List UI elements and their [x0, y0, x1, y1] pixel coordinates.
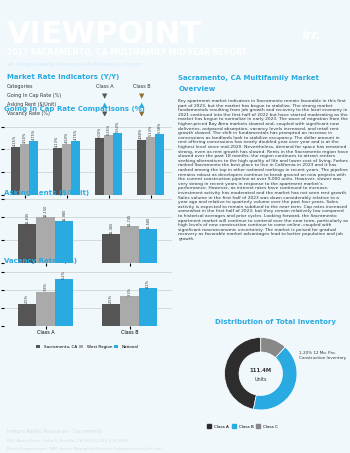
Legend: Class A, Class B, Class C: Class A, Class B, Class C: [205, 423, 280, 430]
Text: 2.5%: 2.5%: [25, 294, 29, 303]
Wedge shape: [224, 337, 261, 409]
Text: $1,835: $1,835: [25, 212, 29, 224]
Bar: [55, 279, 73, 326]
Text: ▲: ▲: [139, 102, 144, 108]
Text: Kevin Ziegenmeyer, MAI, Senior Managing Director, kziegenmeyer@irr.com: Kevin Ziegenmeyer, MAI, Senior Managing …: [7, 447, 162, 451]
Text: 5.25%: 5.25%: [106, 124, 111, 135]
Wedge shape: [253, 347, 297, 410]
Text: Class B: Class B: [133, 84, 150, 89]
Bar: [120, 296, 139, 326]
Text: 5.38%: 5.38%: [158, 122, 162, 133]
Text: 111.4M: 111.4M: [250, 367, 272, 373]
Legend: Sacramento, CA, West Region, National: Sacramento, CA, West Region, National: [35, 213, 140, 221]
Bar: [29, 141, 38, 195]
Text: ▼: ▼: [102, 111, 107, 117]
Bar: [120, 226, 139, 263]
Text: $1,980: $1,980: [62, 208, 66, 221]
Text: ▼: ▼: [139, 93, 144, 99]
Text: 3.8%: 3.8%: [43, 282, 48, 291]
Text: ▼: ▼: [139, 111, 144, 117]
Text: VIEWPOINT: VIEWPOINT: [7, 19, 202, 48]
Text: Vacancy Rate (%): Vacancy Rate (%): [7, 111, 50, 116]
Bar: [10, 147, 20, 195]
Text: $2,150: $2,150: [43, 205, 48, 217]
Text: Sacramento, CA Multifamily Market: Sacramento, CA Multifamily Market: [178, 76, 320, 82]
Text: 4.13%: 4.13%: [55, 136, 59, 147]
Text: Key apartment market indicators in Sacramento remain favorable in this first par: Key apartment market indicators in Sacra…: [178, 99, 349, 241]
Bar: [18, 304, 36, 326]
Bar: [62, 144, 71, 195]
Text: Going In Cap Rate (%): Going In Cap Rate (%): [7, 93, 61, 98]
Text: Vacancy Rates (%): Vacancy Rates (%): [4, 258, 77, 264]
Bar: [139, 229, 157, 263]
Text: ▼: ▼: [102, 93, 107, 99]
Bar: [102, 304, 120, 326]
Bar: [52, 148, 62, 195]
Bar: [36, 292, 55, 326]
Text: 3.3%: 3.3%: [127, 287, 132, 296]
Text: Market Rate Indicators (Y/Y): Market Rate Indicators (Y/Y): [7, 74, 119, 80]
Bar: [139, 288, 157, 326]
Bar: [104, 135, 113, 195]
Text: 4.2%: 4.2%: [146, 279, 150, 288]
Bar: [18, 224, 36, 263]
Bar: [113, 132, 122, 195]
Bar: [155, 134, 164, 195]
Text: Overview: Overview: [178, 86, 216, 92]
Text: Integra Realty Resources - Sacramento: Integra Realty Resources - Sacramento: [7, 429, 103, 434]
Text: irr.: irr.: [302, 29, 321, 42]
Bar: [20, 144, 29, 195]
Bar: [36, 217, 55, 263]
Text: 4.50%: 4.50%: [64, 132, 69, 143]
Text: 5.00%: 5.00%: [97, 126, 101, 138]
Wedge shape: [261, 337, 285, 357]
Bar: [102, 234, 120, 263]
Bar: [136, 140, 146, 195]
Text: Going In Cap Rate Comparisons (%): Going In Cap Rate Comparisons (%): [4, 106, 144, 112]
Text: ▲: ▲: [102, 102, 107, 108]
Bar: [71, 141, 81, 195]
Text: 4.25%: 4.25%: [13, 135, 17, 146]
Text: 4.75%: 4.75%: [32, 129, 36, 140]
Text: $1,580: $1,580: [146, 217, 150, 229]
Text: 655 Wexis Drive, Suite 1, Rocklin, CA 95765, 916-476-8860: 655 Wexis Drive, Suite 1, Rocklin, CA 95…: [7, 439, 128, 443]
Text: An Integra Realty Resources Publication | irr.com: An Integra Realty Resources Publication …: [7, 62, 142, 67]
Text: Asking Rents ($/Unit): Asking Rents ($/Unit): [4, 190, 89, 196]
Bar: [94, 138, 104, 195]
Text: 4.50%: 4.50%: [22, 132, 27, 143]
Text: Categories: Categories: [7, 84, 33, 89]
Text: 5.50%: 5.50%: [116, 120, 120, 132]
Text: 2.5%: 2.5%: [109, 294, 113, 303]
Text: 5.2%: 5.2%: [62, 270, 66, 279]
Text: $1,365: $1,365: [109, 222, 113, 234]
Text: Units: Units: [254, 376, 267, 382]
Text: 5.13%: 5.13%: [148, 125, 153, 136]
Text: 1-20% 12 Mo. Pro.
Construction Inventory: 1-20% 12 Mo. Pro. Construction Inventory: [299, 352, 346, 360]
Bar: [146, 137, 155, 195]
Legend: Sacramento, CA, West Region, National: Sacramento, CA, West Region, National: [35, 280, 140, 287]
Text: Class A: Class A: [96, 84, 113, 89]
Legend: Sacramento, CA, West Region, National: Sacramento, CA, West Region, National: [35, 343, 140, 351]
Text: 4.75%: 4.75%: [74, 129, 78, 140]
Text: Asking Rent ($/Unit): Asking Rent ($/Unit): [7, 102, 56, 107]
Text: $1,745: $1,745: [127, 213, 132, 226]
Text: 2023 SACRAMENTO, CA MULTIFAMILY MID-YEAR REPORT: 2023 SACRAMENTO, CA MULTIFAMILY MID-YEAR…: [7, 48, 247, 57]
Text: 4.88%: 4.88%: [139, 128, 143, 139]
Text: Distribution of Total Inventory: Distribution of Total Inventory: [216, 319, 336, 325]
Bar: [55, 221, 73, 263]
